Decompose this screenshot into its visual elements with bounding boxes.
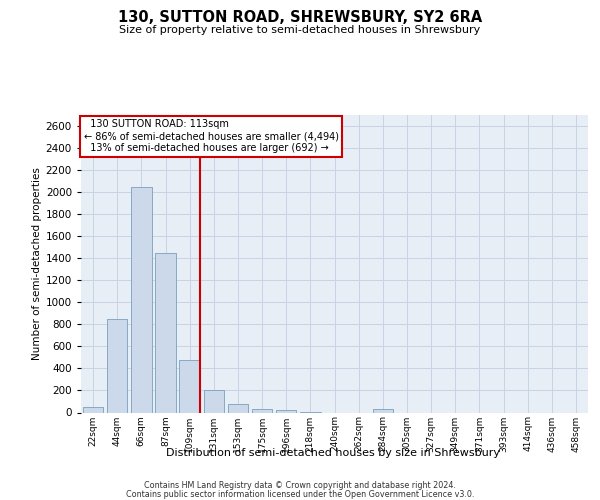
Bar [276, 410, 296, 412]
Text: 130 SUTTON ROAD: 113sqm
← 86% of semi-detached houses are smaller (4,494)
  13% : 130 SUTTON ROAD: 113sqm ← 86% of semi-de… [83, 120, 338, 152]
Text: Size of property relative to semi-detached houses in Shrewsbury: Size of property relative to semi-detach… [119, 25, 481, 35]
Text: Contains HM Land Registry data © Crown copyright and database right 2024.: Contains HM Land Registry data © Crown c… [144, 481, 456, 490]
Bar [131, 186, 152, 412]
Bar [227, 404, 248, 412]
Text: Contains public sector information licensed under the Open Government Licence v3: Contains public sector information licen… [126, 490, 474, 499]
Text: Distribution of semi-detached houses by size in Shrewsbury: Distribution of semi-detached houses by … [166, 448, 500, 458]
Bar [155, 252, 176, 412]
Bar [107, 319, 127, 412]
Bar [252, 408, 272, 412]
Bar [179, 360, 200, 412]
Bar [203, 390, 224, 412]
Text: 130, SUTTON ROAD, SHREWSBURY, SY2 6RA: 130, SUTTON ROAD, SHREWSBURY, SY2 6RA [118, 10, 482, 25]
Y-axis label: Number of semi-detached properties: Number of semi-detached properties [32, 168, 41, 360]
Bar [373, 409, 393, 412]
Bar [83, 407, 103, 412]
